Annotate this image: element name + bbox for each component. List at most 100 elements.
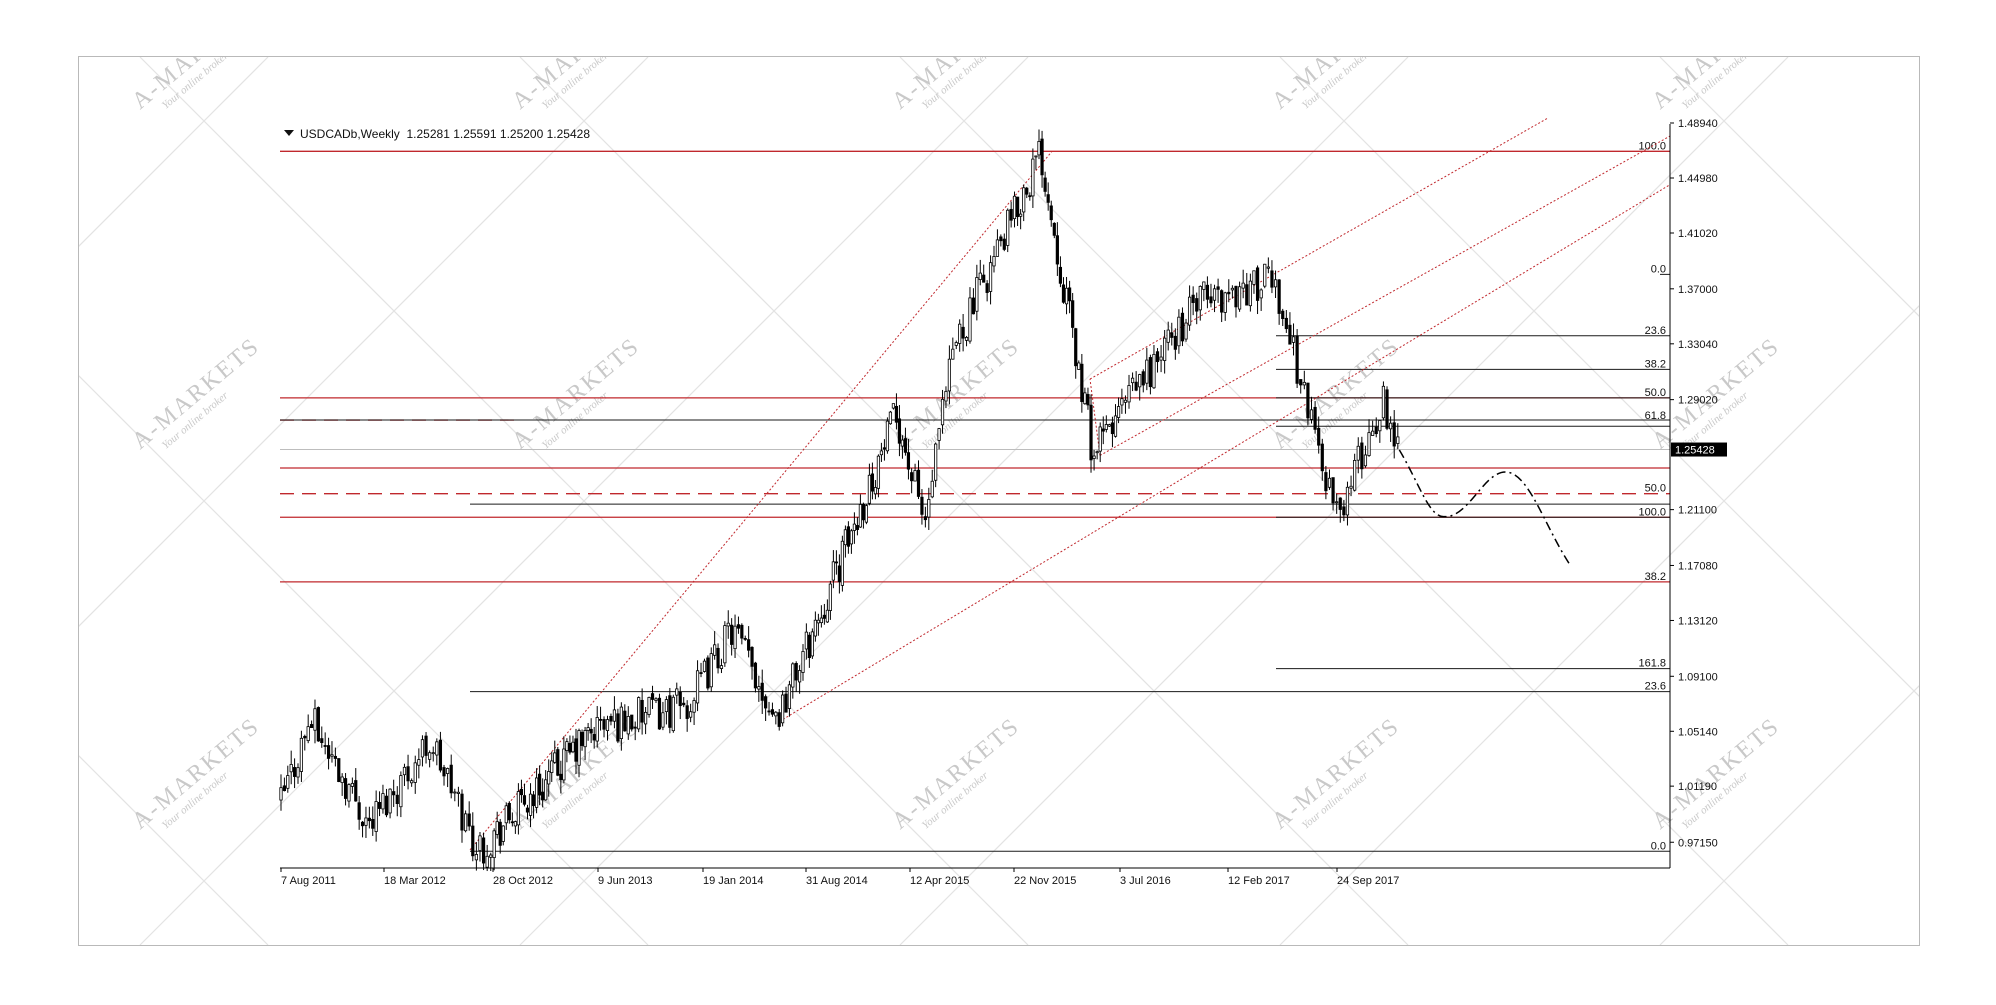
candle-body	[1234, 285, 1238, 308]
candle-body	[810, 631, 814, 657]
candle-body	[1356, 445, 1360, 461]
watermark-brand: A-MARKETS	[1647, 0, 1785, 115]
candle-body	[568, 743, 572, 753]
candle-body	[550, 760, 554, 773]
fib-level-label: 61.8	[1645, 410, 1666, 422]
ohlc-values: 1.25281 1.25591 1.25200 1.25428	[406, 127, 590, 141]
candle-body	[985, 283, 989, 293]
candle-body	[381, 793, 385, 810]
candle-body	[961, 326, 965, 339]
candle-body	[1028, 195, 1032, 198]
candle-body	[519, 788, 524, 796]
candle-body	[583, 730, 587, 748]
x-tick-label: 3 Jul 2016	[1120, 875, 1171, 887]
candle-body	[577, 730, 581, 766]
candle-body	[702, 660, 707, 672]
candle-body	[664, 699, 668, 713]
candle-body	[481, 837, 486, 864]
candle-body	[1385, 389, 1389, 429]
y-tick-label: 1.29020	[1678, 395, 1718, 407]
candle-body	[900, 439, 905, 447]
candle-body	[1281, 310, 1285, 319]
candle-body	[1252, 270, 1256, 285]
candle-body	[507, 802, 511, 821]
candle-body	[916, 469, 921, 497]
candle-body	[913, 470, 917, 482]
candle-body	[474, 854, 478, 861]
candle-body	[661, 712, 665, 728]
candle-body	[602, 719, 606, 730]
candle-body	[626, 716, 630, 735]
y-tick-label: 1.01190	[1678, 781, 1717, 793]
x-tick-label: 12 Feb 2017	[1228, 875, 1290, 887]
candle-body	[616, 713, 620, 742]
candle-body	[1040, 138, 1044, 176]
candle-body	[1180, 312, 1185, 342]
candle-body	[910, 472, 914, 482]
watermark-brand: A-MARKETS	[887, 0, 1025, 115]
candle-body	[377, 802, 382, 809]
candle-body	[733, 625, 737, 650]
candle-body	[825, 609, 829, 623]
candle-body	[831, 561, 835, 581]
candle-body	[1015, 196, 1020, 218]
candle-body	[816, 619, 820, 624]
candle-body	[804, 631, 808, 650]
candle-body	[1155, 351, 1160, 363]
candle-body	[605, 719, 610, 732]
candle-body	[1248, 280, 1252, 307]
candle-body	[787, 684, 792, 709]
candle-body	[1273, 279, 1278, 288]
candle-body	[1166, 329, 1170, 343]
collapse-triangle-icon[interactable]	[284, 130, 294, 136]
candle-body	[1134, 381, 1138, 391]
candle-body	[460, 793, 464, 831]
candle-body	[1152, 353, 1156, 389]
candle-body	[843, 529, 847, 546]
candle-body	[1241, 282, 1245, 289]
candle-body	[374, 801, 378, 832]
candle-body	[1110, 422, 1115, 435]
candle-body	[1116, 406, 1121, 418]
candle-body	[565, 741, 569, 751]
candle-body	[619, 706, 623, 740]
candle-body	[1216, 286, 1220, 290]
axes: 1.48940 1.44980 1.41020 1.37000 1.33040 1.290…	[280, 118, 1727, 887]
candle-body	[861, 503, 866, 521]
candle-body	[1263, 263, 1267, 287]
candle-body	[1212, 288, 1217, 301]
candle-body	[516, 791, 521, 826]
candle-body	[357, 802, 361, 820]
candle-body	[485, 855, 489, 868]
candle-body	[1046, 194, 1050, 203]
x-tick-label: 9 Jun 2013	[598, 875, 652, 887]
candle-body	[1277, 279, 1281, 314]
candle-body	[1123, 399, 1128, 403]
candle-body	[870, 473, 875, 492]
candle-body	[988, 262, 993, 292]
candle-body	[402, 766, 407, 776]
candle-body	[541, 791, 545, 801]
watermark-brand: A-MARKETS	[1267, 713, 1405, 834]
y-tick-label: 1.44980	[1678, 173, 1718, 185]
candle-body	[781, 694, 785, 724]
candle-body	[1055, 235, 1059, 265]
fib-level-label: 38.2	[1645, 571, 1666, 583]
candle-body	[347, 784, 351, 802]
candle-body	[777, 712, 781, 727]
candle-body	[1378, 420, 1382, 432]
candle-body	[1255, 267, 1260, 301]
candle-body	[1220, 290, 1224, 313]
candle-body	[1360, 442, 1364, 470]
candle-body	[309, 724, 314, 728]
candle-body	[544, 779, 548, 801]
candle-body	[813, 619, 817, 637]
candle-body	[879, 450, 884, 456]
candle-body	[354, 780, 358, 802]
candle-body	[951, 348, 955, 360]
candle-body	[654, 698, 658, 701]
candle-body	[495, 821, 499, 835]
